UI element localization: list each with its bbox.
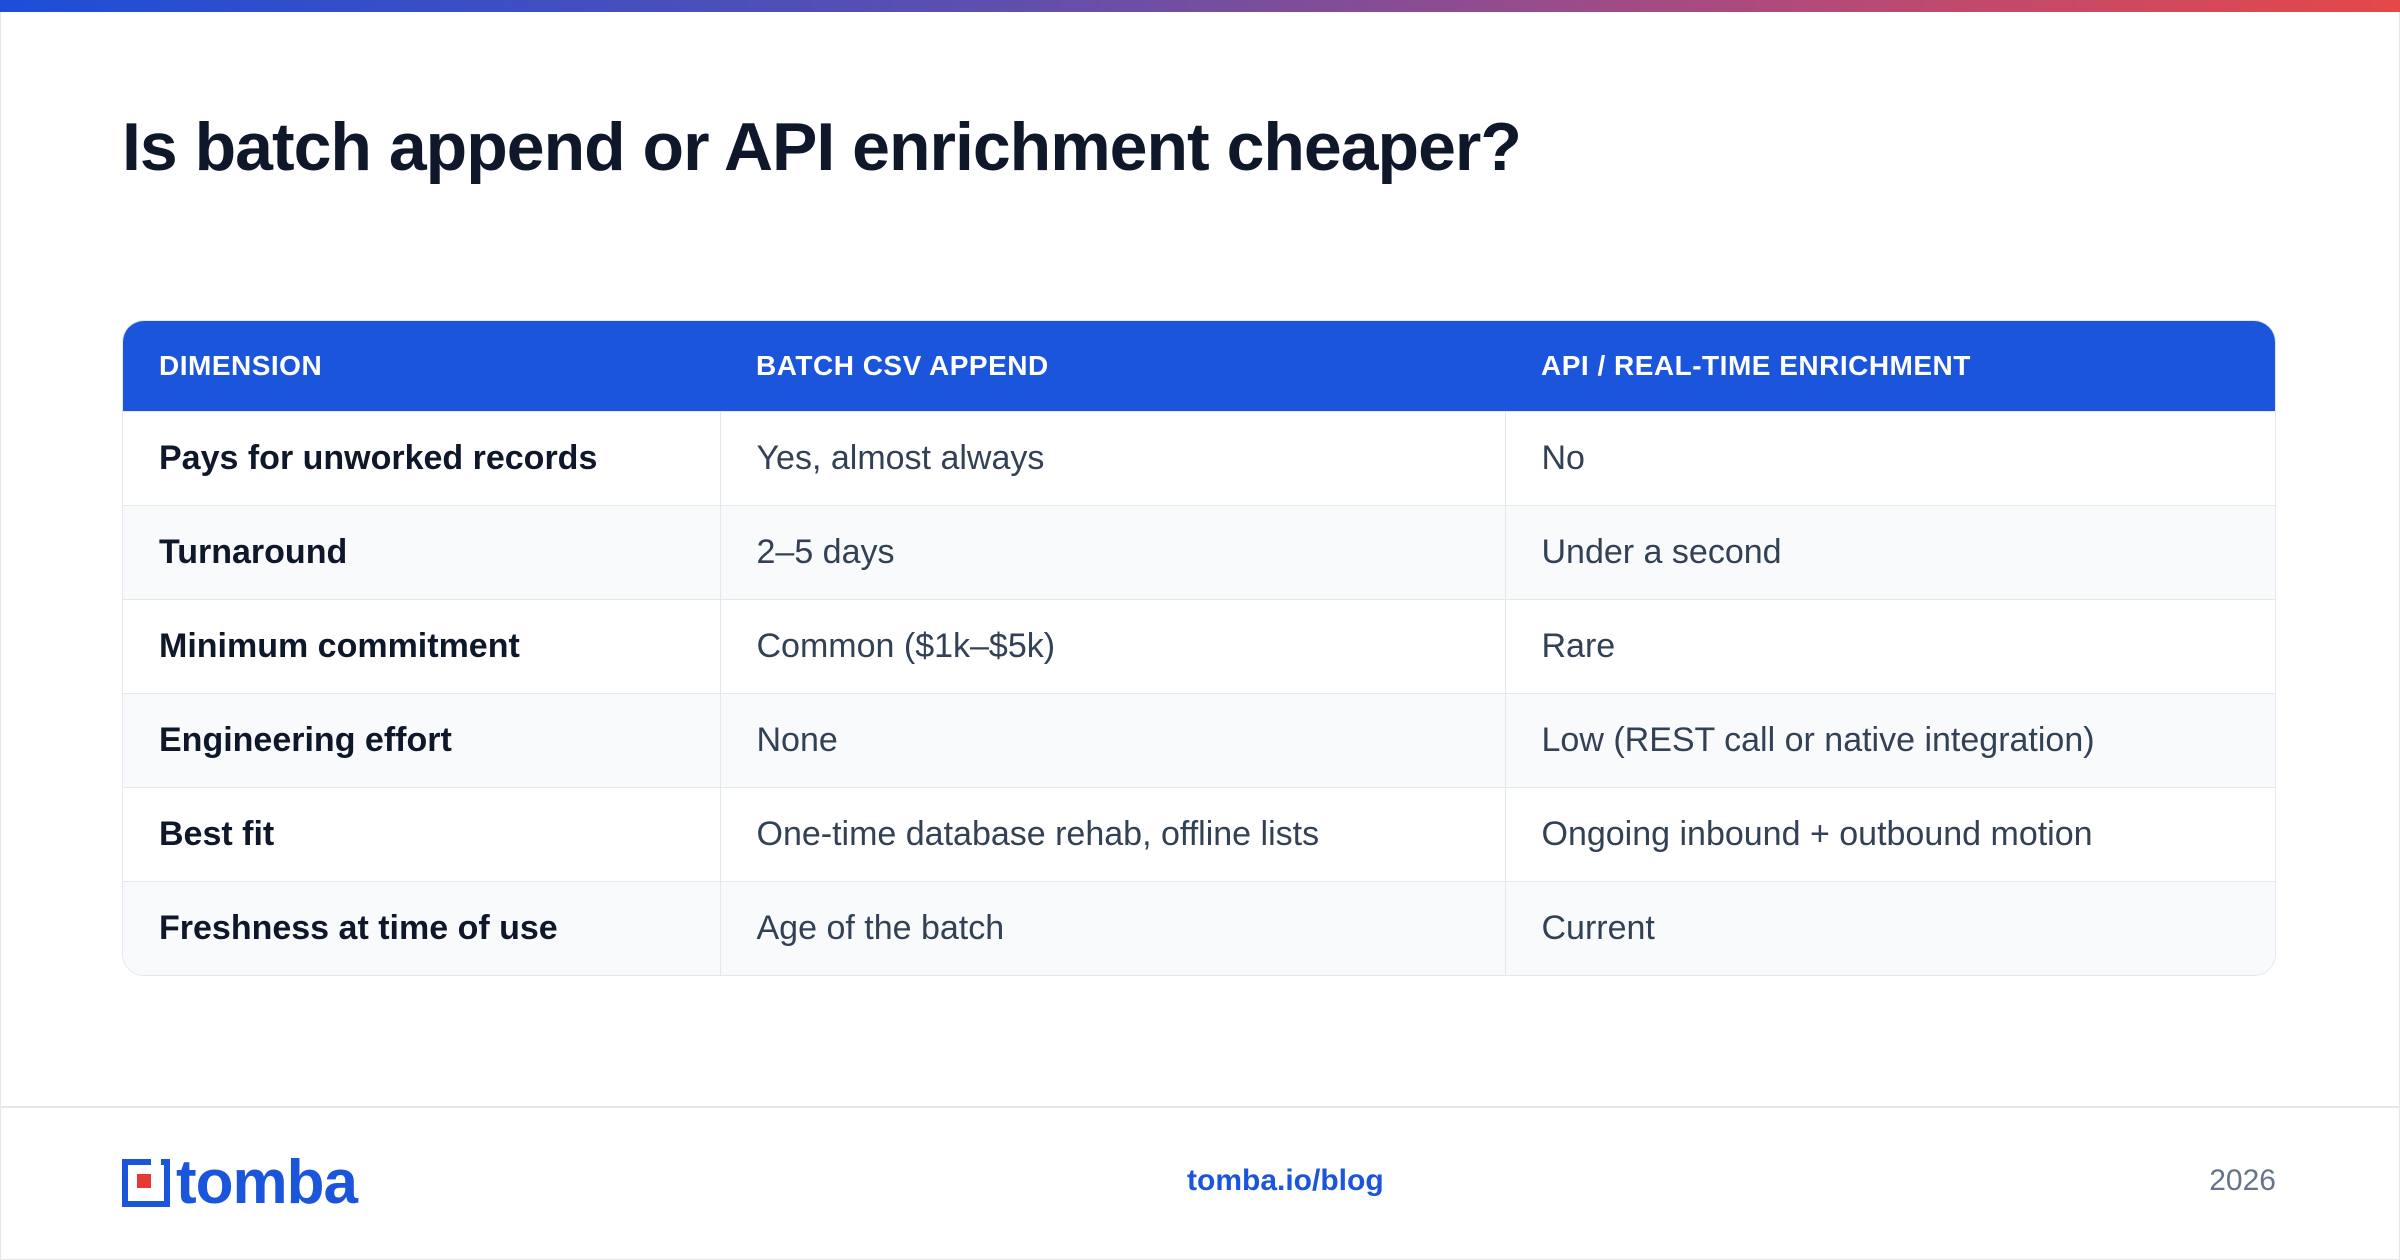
table-row: Minimum commitment Common ($1k–$5k) Rare <box>123 598 2275 693</box>
row-api-cell: Low (REST call or native integration) <box>1504 692 2275 787</box>
row-api-cell: Rare <box>1504 598 2275 693</box>
table-row: Freshness at time of use Age of the batc… <box>123 880 2275 975</box>
row-batch-cell: Age of the batch <box>719 880 1505 975</box>
table-row: Engineering effort None Low (REST call o… <box>123 692 2275 787</box>
footer-year: 2026 <box>2209 1164 2276 1197</box>
tomba-logo-mark-icon <box>122 1159 170 1207</box>
table-header-row: DIMENSION BATCH CSV APPEND API / REAL-TI… <box>123 321 2275 411</box>
row-batch-cell: One-time database rehab, offline lists <box>719 786 1505 881</box>
top-gradient-bar <box>0 0 2400 12</box>
comparison-table: DIMENSION BATCH CSV APPEND API / REAL-TI… <box>122 320 2276 976</box>
row-batch-cell: Yes, almost always <box>719 410 1505 505</box>
logo-wordmark: tomba <box>176 1148 358 1217</box>
page-title: Is batch append or API enrichment cheape… <box>122 109 1522 185</box>
row-dimension-cell: Turnaround <box>123 504 720 599</box>
footer-divider <box>0 1106 2400 1108</box>
row-dimension-cell: Freshness at time of use <box>123 880 720 975</box>
row-batch-cell: 2–5 days <box>719 504 1505 599</box>
header-batch-csv-append: BATCH CSV APPEND <box>756 349 1049 381</box>
row-api-cell: No <box>1504 410 2275 505</box>
row-dimension-cell: Engineering effort <box>123 692 720 787</box>
header-api-enrichment: API / REAL-TIME ENRICHMENT <box>1541 349 1971 381</box>
row-dimension-cell: Pays for unworked records <box>123 410 720 505</box>
row-api-cell: Under a second <box>1504 504 2275 599</box>
row-batch-cell: None <box>719 692 1505 787</box>
table-row: Turnaround 2–5 days Under a second <box>123 504 2275 599</box>
row-api-cell: Current <box>1504 880 2275 975</box>
row-batch-cell: Common ($1k–$5k) <box>719 598 1505 693</box>
tomba-logo[interactable]: tomba <box>122 1152 358 1214</box>
blog-link[interactable]: tomba.io/blog <box>1187 1164 1384 1197</box>
table-row: Best fit One-time database rehab, offlin… <box>123 786 2275 881</box>
row-api-cell: Ongoing inbound + outbound motion <box>1504 786 2275 881</box>
header-dimension: DIMENSION <box>159 349 323 381</box>
table-row: Pays for unworked records Yes, almost al… <box>123 410 2275 505</box>
row-dimension-cell: Minimum commitment <box>123 598 720 693</box>
row-dimension-cell: Best fit <box>123 786 720 881</box>
